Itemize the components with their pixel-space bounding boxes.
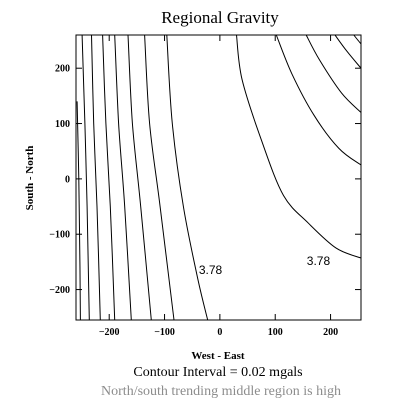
plot-frame (75, 34, 362, 321)
contour-line-12 (334, 34, 362, 69)
contour-line-8 (166, 34, 209, 321)
x-axis-label: West - East (191, 350, 245, 362)
x-tick-label: −100 (154, 327, 175, 338)
contour-line-3 (91, 34, 101, 321)
contour-line-5 (114, 34, 132, 321)
y-tick-label: 100 (55, 119, 70, 130)
y-tick-label: 200 (55, 64, 70, 75)
x-tick-label: −200 (99, 327, 120, 338)
contour-line-4 (102, 34, 116, 321)
contour-line-9 (236, 34, 362, 259)
y-tick-label: 0 (65, 174, 70, 185)
contour-line-10 (275, 34, 362, 166)
caption-text: North/south trending middle region is hi… (101, 384, 341, 399)
chart-title: Regional Gravity (161, 8, 279, 27)
x-tick-label: 200 (323, 327, 338, 338)
contour-label-1: 3.78 (199, 263, 223, 277)
contour-line-11 (305, 34, 362, 113)
contour-lines (76, 34, 362, 321)
contour-line-7 (144, 34, 175, 321)
contour-line-13 (353, 34, 362, 45)
contour-label-2: 3.78 (307, 254, 331, 268)
x-tick-label: 0 (217, 327, 222, 338)
contour-labels: 3.78 3.78 (199, 254, 331, 277)
y-tick-label: −100 (49, 230, 70, 241)
contour-line-2 (81, 34, 90, 321)
contour-interval-text: Contour Interval = 0.02 mgals (133, 365, 302, 380)
y-tick-label: −200 (49, 285, 70, 296)
y-axis-ticks: −200 −100 0 100 200 (49, 64, 361, 296)
x-tick-label: 100 (268, 327, 283, 338)
contour-line-1 (76, 101, 81, 321)
x-axis-ticks: −200 −100 0 100 200 (99, 35, 338, 338)
contour-line-6 (127, 34, 152, 321)
y-axis-label: South - North (24, 146, 36, 211)
